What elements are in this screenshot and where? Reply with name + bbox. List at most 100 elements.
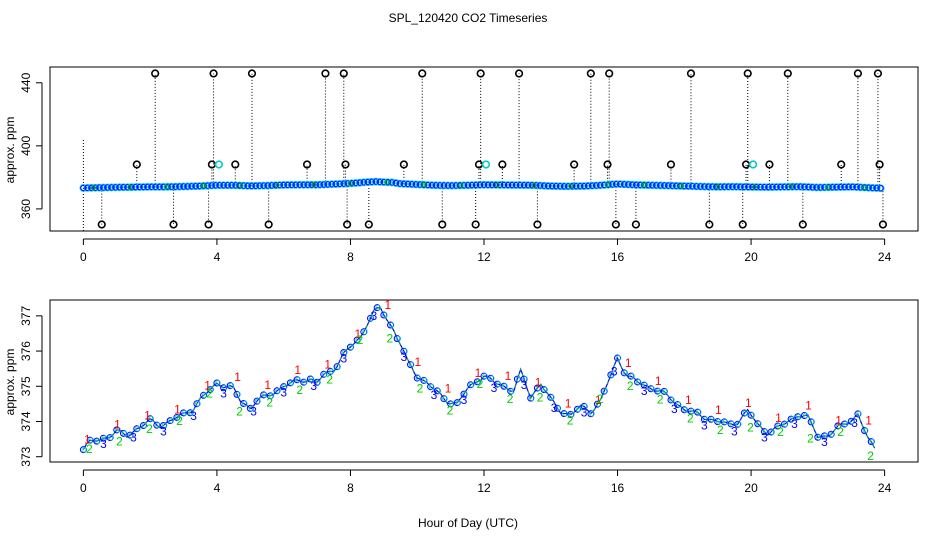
- top-spike-marker: [498, 160, 507, 169]
- bottom-series-marker: 3: [190, 409, 197, 423]
- bottom-mean-marker: [622, 370, 629, 376]
- top-baseline-marker: [484, 180, 492, 189]
- top-baseline-marker: [544, 182, 552, 190]
- bottom-series-marker: 2: [657, 392, 664, 406]
- bottom-series-marker: 1: [625, 356, 632, 370]
- bottom-mean-marker: [480, 372, 488, 380]
- bottom-mean-marker: [126, 431, 134, 439]
- top-baseline-marker: [288, 181, 295, 188]
- bottom-mean-marker: [582, 403, 588, 410]
- bottom-series-marker: 1: [805, 399, 812, 413]
- top-baseline-marker: [856, 183, 865, 192]
- bottom-mean-marker: [226, 382, 234, 390]
- bottom-mean-marker: [600, 387, 608, 395]
- figure-title: SPL_120420 CO2 Timeseries: [389, 11, 548, 25]
- top-baseline-marker: [816, 183, 825, 192]
- bottom-mean-marker: [306, 375, 314, 383]
- top-baseline-marker: [376, 178, 383, 185]
- top-baseline-marker: [311, 182, 317, 188]
- bottom-y-axis-label: approx. ppm: [3, 349, 17, 416]
- bottom-series-marker: 3: [731, 424, 738, 438]
- bottom-mean-marker: [366, 314, 374, 322]
- top-baseline-marker: [692, 182, 701, 191]
- bottom-series-marker: 1: [114, 417, 121, 431]
- bottom-series-marker: 2: [807, 431, 814, 445]
- top-baseline-marker: [151, 182, 160, 191]
- top-baseline-marker: [80, 184, 87, 192]
- top-baseline-marker: [531, 182, 537, 188]
- top-baseline-marker: [524, 182, 532, 189]
- top-baseline-marker: [637, 181, 644, 189]
- bottom-series-marker: 3: [431, 388, 438, 402]
- bottom-mean-marker: [520, 375, 528, 383]
- bottom-mean-marker: [695, 409, 702, 415]
- bottom-mean-marker: [589, 410, 595, 417]
- top-baseline-marker: [274, 182, 280, 188]
- top-baseline-marker: [387, 178, 396, 187]
- top-baseline-marker: [432, 181, 440, 190]
- bottom-series-marker: 3: [310, 379, 317, 393]
- top-baseline-marker: [512, 181, 520, 189]
- top-baseline-marker: [472, 181, 480, 189]
- top-baseline-marker: [395, 179, 404, 188]
- top-baseline-marker: [352, 179, 359, 187]
- top-baseline-marker: [284, 181, 291, 189]
- bottom-mean-marker: [228, 382, 235, 389]
- top-baseline-marker: [781, 183, 788, 190]
- top-baseline-marker: [407, 180, 416, 189]
- top-spike-marker: [570, 160, 579, 169]
- bottom-y-tick-label: 375: [19, 376, 33, 396]
- top-baseline-marker: [399, 179, 408, 188]
- bottom-mean-marker: [206, 386, 214, 394]
- top-spike-marker: [97, 220, 106, 229]
- bottom-mean-marker: [727, 420, 735, 428]
- top-baseline-marker: [789, 183, 796, 190]
- top-baseline-marker: [195, 182, 204, 190]
- bottom-mean-marker: [473, 378, 481, 386]
- top-baseline-marker: [211, 181, 220, 190]
- bottom-mean-marker: [106, 434, 114, 442]
- top-baseline-marker: [400, 180, 407, 187]
- bottom-x-tick-label: 16: [611, 481, 625, 495]
- bottom-mean-marker: [774, 422, 782, 430]
- top-baseline-marker: [372, 178, 379, 185]
- bottom-mean-marker: [427, 383, 435, 391]
- top-baseline-marker: [661, 182, 668, 189]
- top-baseline-marker: [88, 184, 95, 191]
- bottom-mean-marker: [749, 412, 755, 419]
- top-baseline-marker: [864, 183, 873, 192]
- top-baseline-marker: [371, 177, 380, 186]
- top-baseline-marker: [472, 181, 480, 189]
- bottom-series-marker: 2: [417, 381, 424, 395]
- top-baseline-marker: [653, 182, 660, 189]
- top-baseline-marker: [768, 183, 777, 191]
- bottom-mean-marker: [654, 387, 662, 395]
- top-baseline-marker: [556, 182, 565, 191]
- top-spike-marker: [875, 160, 884, 169]
- top-baseline-marker: [853, 183, 860, 191]
- bottom-mean-marker: [362, 329, 368, 335]
- bottom-series-marker: 2: [236, 404, 243, 418]
- bottom-x-tick-label: 8: [347, 481, 354, 495]
- bottom-x-tick-label: 0: [80, 481, 87, 495]
- top-baseline-marker: [809, 184, 816, 191]
- top-baseline-marker: [749, 183, 756, 191]
- top-baseline-marker: [216, 182, 223, 189]
- top-baseline-marker: [633, 181, 640, 188]
- top-baseline-marker: [817, 184, 824, 191]
- top-baseline-marker: [84, 184, 91, 191]
- top-baseline-marker: [424, 181, 432, 189]
- bottom-series-marker: 2: [326, 372, 333, 386]
- top-baseline-marker: [444, 181, 452, 190]
- bottom-mean-marker: [640, 381, 648, 389]
- bottom-mean-marker: [747, 411, 755, 419]
- bottom-series-marker: 3: [370, 309, 377, 323]
- top-spike-marker: [853, 69, 863, 78]
- top-baseline-marker: [331, 180, 340, 188]
- bottom-mean-marker: [233, 390, 241, 398]
- top-baseline-marker: [156, 183, 163, 190]
- bottom-series-marker: 2: [867, 449, 874, 463]
- top-baseline-marker: [279, 181, 288, 189]
- top-x-tick-label: 8: [347, 250, 354, 264]
- bottom-mean-marker: [594, 400, 602, 408]
